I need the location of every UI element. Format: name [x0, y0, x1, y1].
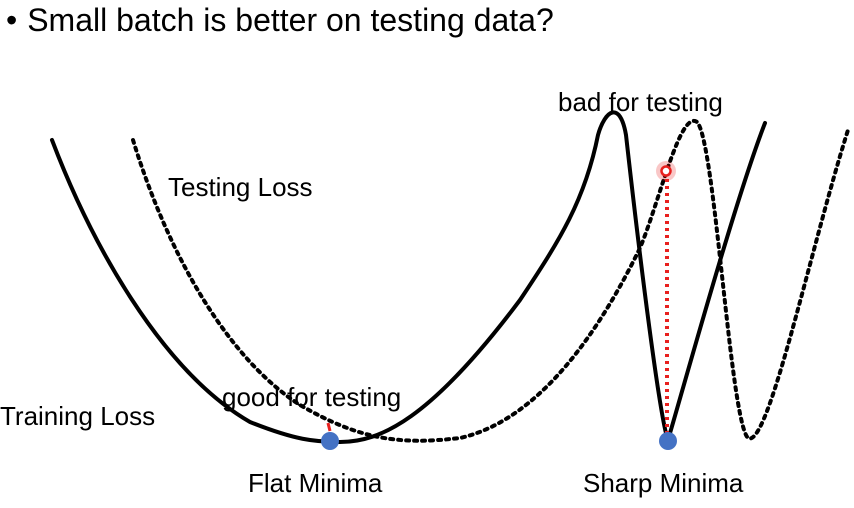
sharp-minima-gap-top-point	[662, 167, 671, 176]
flat-minima-gap-marker	[328, 423, 330, 431]
training-loss-label: Training Loss	[0, 401, 155, 431]
slide: • Small batch is better on testing data? …	[0, 0, 854, 508]
bullet-icon: •	[6, 2, 17, 38]
testing-loss-label: Testing Loss	[168, 172, 313, 202]
training-loss-curve	[52, 112, 765, 442]
flat-minima-label: Flat Minima	[248, 468, 382, 498]
bad-for-testing-label: bad for testing	[558, 87, 723, 117]
page-title-text: Small batch is better on testing data?	[27, 2, 554, 38]
sharp-minima-point	[659, 432, 677, 450]
sharp-minima-label: Sharp Minima	[583, 468, 743, 498]
flat-minima-point	[321, 432, 339, 450]
loss-landscape-diagram	[0, 0, 854, 508]
page-title: • Small batch is better on testing data?	[6, 2, 554, 38]
good-for-testing-label: good for testing	[222, 382, 401, 412]
